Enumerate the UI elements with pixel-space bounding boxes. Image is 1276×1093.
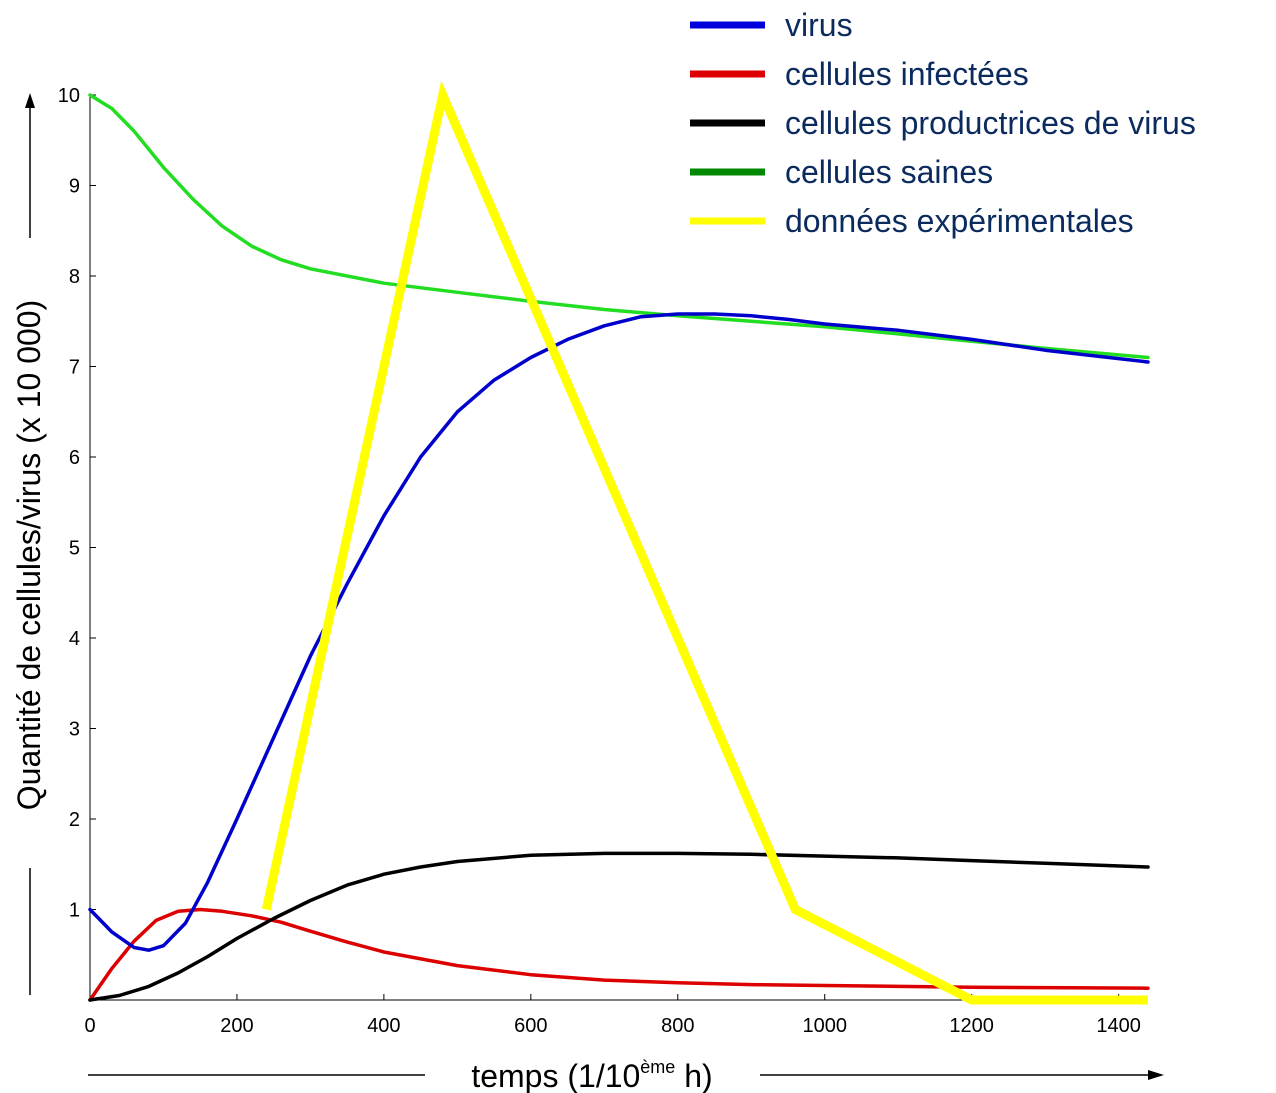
x-tick-label: 1000 [802,1015,847,1037]
legend: virus cellules infectées cellules productr… [690,7,1196,239]
y-axis-arrowhead [25,93,35,108]
y-tick-label: 6 [69,447,80,469]
series-layer [88,80,1150,1005]
legend-label: cellules productrices de virus [785,105,1196,141]
x-axis-label-main: temps (1/10 [471,1058,640,1093]
x-tick-label: 1400 [1096,1015,1141,1037]
series-line-3 [88,93,1150,360]
y-axis-label: Quantité de cellules/virus (x 10 000) [11,300,47,810]
y-tick-label: 1 [69,900,80,922]
x-tick-label: 600 [514,1015,547,1037]
x-tick-label: 0 [84,1015,95,1037]
y-tick-label: 3 [69,719,80,741]
series-line-1 [88,907,1150,1002]
series-line-0 [88,312,1150,952]
x-tick-label: 1200 [949,1015,994,1037]
x-axis-label-group: temps (1/10ème h) [88,1057,1164,1093]
y-tick-label: 4 [69,628,80,650]
y-axis-label-group: Quantité de cellules/virus (x 10 000) [11,93,47,995]
series-line-2 [88,851,1150,1002]
y-tick-label: 9 [69,176,80,198]
x-axis-label-superscript: ème [640,1057,675,1077]
x-axis-arrowhead [1148,1070,1164,1080]
legend-label: cellules saines [785,154,993,190]
axes: 0 200 400 600 800 1000 1200 1400 1 2 3 4 5 6 7 8 9 10 [58,85,1148,1037]
x-axis-label: temps (1/10ème h) [471,1057,712,1093]
legend-label: virus [785,7,853,43]
legend-label: données expérimentales [785,203,1134,239]
series-line-4 [261,80,1148,1005]
x-axis-label-end: h) [675,1058,712,1093]
x-tick-label: 400 [367,1015,400,1037]
x-tick-label: 200 [220,1015,253,1037]
y-tick-label: 5 [69,538,80,560]
y-tick-label: 10 [58,85,80,107]
y-tick-label: 8 [69,266,80,288]
y-tick-label: 2 [69,809,80,831]
legend-label: cellules infectées [785,56,1029,92]
x-tick-label: 800 [661,1015,694,1037]
y-tick-label: 7 [69,357,80,379]
